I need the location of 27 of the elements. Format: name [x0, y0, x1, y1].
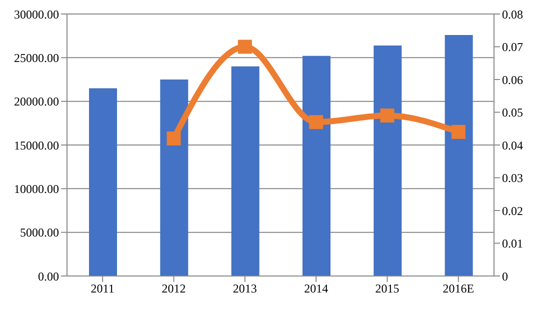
point — [451, 124, 466, 139]
y2-tick-label: 0.06 — [502, 72, 523, 87]
point — [166, 131, 181, 146]
y-tick-label: 20000.00 — [14, 94, 59, 109]
point — [380, 108, 394, 123]
y-tick-label: 0.00 — [38, 269, 59, 284]
y-tick-label: 15000.00 — [14, 138, 59, 152]
y-tick-label: 25000.00 — [14, 50, 59, 65]
y-tick-label: 5000.00 — [20, 226, 59, 240]
y2-tick-label: 0.07 — [502, 40, 523, 54]
x-tick-label: 2011 — [90, 282, 114, 296]
y-tick-label: 30000.00 — [14, 7, 59, 22]
x-tick-label: 2015 — [375, 282, 400, 296]
y2-tick-label: 0.08 — [502, 7, 523, 22]
y-tick-label: 10000.00 — [14, 182, 59, 196]
point — [238, 40, 252, 54]
x-tick-label: 2014 — [304, 282, 328, 296]
y2-tick-label: 0.02 — [502, 204, 523, 218]
y2-tick-label: 0.03 — [502, 171, 523, 186]
x-tick-label: 2013 — [232, 282, 257, 296]
y2-tick-label: 0 — [502, 269, 508, 284]
y2-tick-label: 0.01 — [502, 236, 523, 251]
y2-tick-label: 0.04 — [502, 138, 523, 152]
y2-tick-label: 0.05 — [502, 106, 523, 120]
x-tick-label: 2016E — [442, 282, 474, 296]
point — [309, 115, 324, 130]
x-tick-label: 2012 — [162, 282, 186, 296]
